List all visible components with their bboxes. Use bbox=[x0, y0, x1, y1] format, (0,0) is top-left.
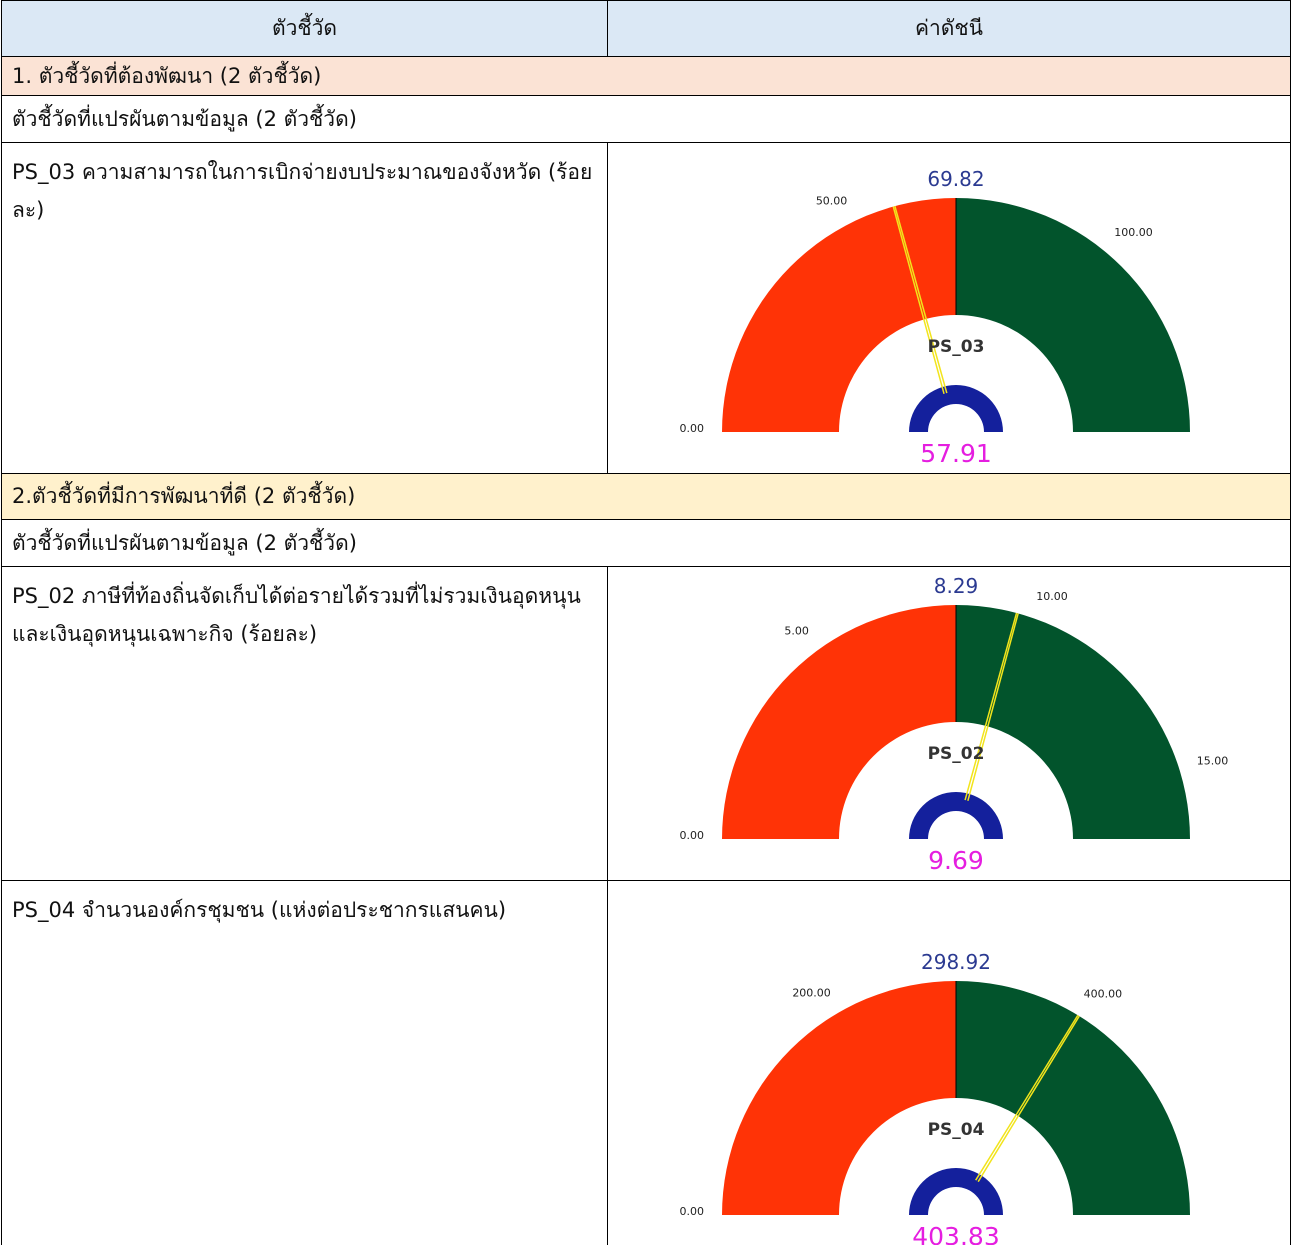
gauge-cell: 0.00 5.00 10.00 15.00 PS_02 8.29 9.69 bbox=[607, 566, 1291, 881]
gauge-low-band bbox=[722, 981, 956, 1215]
gauge-tick-label: 0.00 bbox=[680, 829, 705, 842]
value-label: 403.83 bbox=[912, 1222, 999, 1245]
gauge-tick-label: 0.00 bbox=[680, 422, 705, 435]
subsection-row: ตัวชี้วัดที่แปรผันตามข้อมูล (2 ตัวชี้วัด… bbox=[1, 95, 1291, 143]
needle bbox=[892, 206, 945, 395]
needle bbox=[894, 205, 948, 394]
gauge-tick-label: 200.00 bbox=[792, 986, 831, 999]
gauge: 0.00 5.00 10.00 15.00 PS_02 8.29 9.69 bbox=[680, 574, 1229, 875]
section-row: 1. ตัวชี้วัดที่ต้องพัฒนา (2 ตัวชี้วัด) bbox=[1, 56, 1291, 96]
indicator-label: PS_03 ความสามารถในการเบิกจ่ายงบประมาณของ… bbox=[1, 142, 608, 474]
gauge-tick-label: 0.00 bbox=[680, 1205, 705, 1218]
gauge-hub bbox=[909, 1168, 1003, 1215]
gauge-high-band bbox=[956, 605, 1190, 839]
indicator-label: PS_04 จำนวนองค์กรชุมชน (แห่งต่อประชากรแส… bbox=[1, 880, 608, 1245]
target-label: 298.92 bbox=[921, 950, 991, 974]
gauge: 0.00 50.00 100.00 PS_03 69.82 57.91 bbox=[680, 167, 1190, 468]
gauge-hub bbox=[909, 792, 1003, 839]
gauge-hub bbox=[909, 385, 1003, 432]
needle bbox=[975, 1014, 1079, 1181]
gauge-tick-label: 15.00 bbox=[1197, 755, 1229, 768]
section-title: 2.ตัวชี้วัดที่มีการพัฒนาที่ดี (2 ตัวชี้ว… bbox=[1, 473, 1291, 520]
section-row: 2.ตัวชี้วัดที่มีการพัฒนาที่ดี (2 ตัวชี้ว… bbox=[1, 473, 1291, 520]
subsection-title: ตัวชี้วัดที่แปรผันตามข้อมูล (2 ตัวชี้วัด… bbox=[1, 95, 1291, 143]
header-row: ตัวชี้วัด ค่าดัชนี bbox=[1, 0, 1291, 57]
gauge-high-band bbox=[956, 981, 1190, 1215]
gauge-tick-label: 400.00 bbox=[1084, 988, 1123, 1001]
value-label: 9.69 bbox=[928, 846, 984, 875]
indicator-label: PS_02 ภาษีที่ท้องถิ่นจัดเก็บได้ต่อรายได้… bbox=[1, 566, 608, 881]
needle bbox=[967, 613, 1019, 801]
gauge-low-band bbox=[722, 198, 956, 432]
header-cell: ตัวชี้วัด bbox=[1, 0, 608, 57]
indicator-row: PS_03 ความสามารถในการเบิกจ่ายงบประมาณของ… bbox=[1, 142, 1291, 474]
gauge-tick-label: 10.00 bbox=[1036, 590, 1068, 603]
gauge-cell: 0.00 200.00 400.00 PS_04 298.92 403.83 bbox=[607, 880, 1291, 1245]
gauge-name: PS_04 bbox=[928, 1120, 985, 1140]
subsection-title: ตัวชี้วัดที่แปรผันตามข้อมูล (2 ตัวชี้วัด… bbox=[1, 519, 1291, 567]
gauge-tick-label: 50.00 bbox=[816, 195, 848, 208]
subsection-row: ตัวชี้วัดที่แปรผันตามข้อมูล (2 ตัวชี้วัด… bbox=[1, 519, 1291, 567]
header-cell: ค่าดัชนี bbox=[607, 0, 1291, 57]
indicator-row: PS_04 จำนวนองค์กรชุมชน (แห่งต่อประชากรแส… bbox=[1, 880, 1291, 1245]
gauge-low-band bbox=[722, 605, 956, 839]
gauge-name: PS_03 bbox=[928, 337, 985, 357]
gauge-high-band bbox=[956, 198, 1190, 432]
needle bbox=[964, 612, 1018, 801]
gauge: 0.00 200.00 400.00 PS_04 298.92 403.83 bbox=[680, 950, 1190, 1245]
gauge-cell: 0.00 50.00 100.00 PS_03 69.82 57.91 bbox=[607, 142, 1291, 474]
needle bbox=[977, 1015, 1080, 1183]
section-title: 1. ตัวชี้วัดที่ต้องพัฒนา (2 ตัวชี้วัด) bbox=[1, 56, 1291, 96]
gauge-name: PS_02 bbox=[928, 744, 985, 764]
indicator-row: PS_02 ภาษีที่ท้องถิ่นจัดเก็บได้ต่อรายได้… bbox=[1, 566, 1291, 881]
gauge-tick-label: 5.00 bbox=[784, 624, 809, 637]
target-label: 69.82 bbox=[927, 167, 984, 191]
target-label: 8.29 bbox=[934, 574, 979, 598]
gauge-tick-label: 100.00 bbox=[1114, 226, 1153, 239]
value-label: 57.91 bbox=[920, 439, 992, 468]
